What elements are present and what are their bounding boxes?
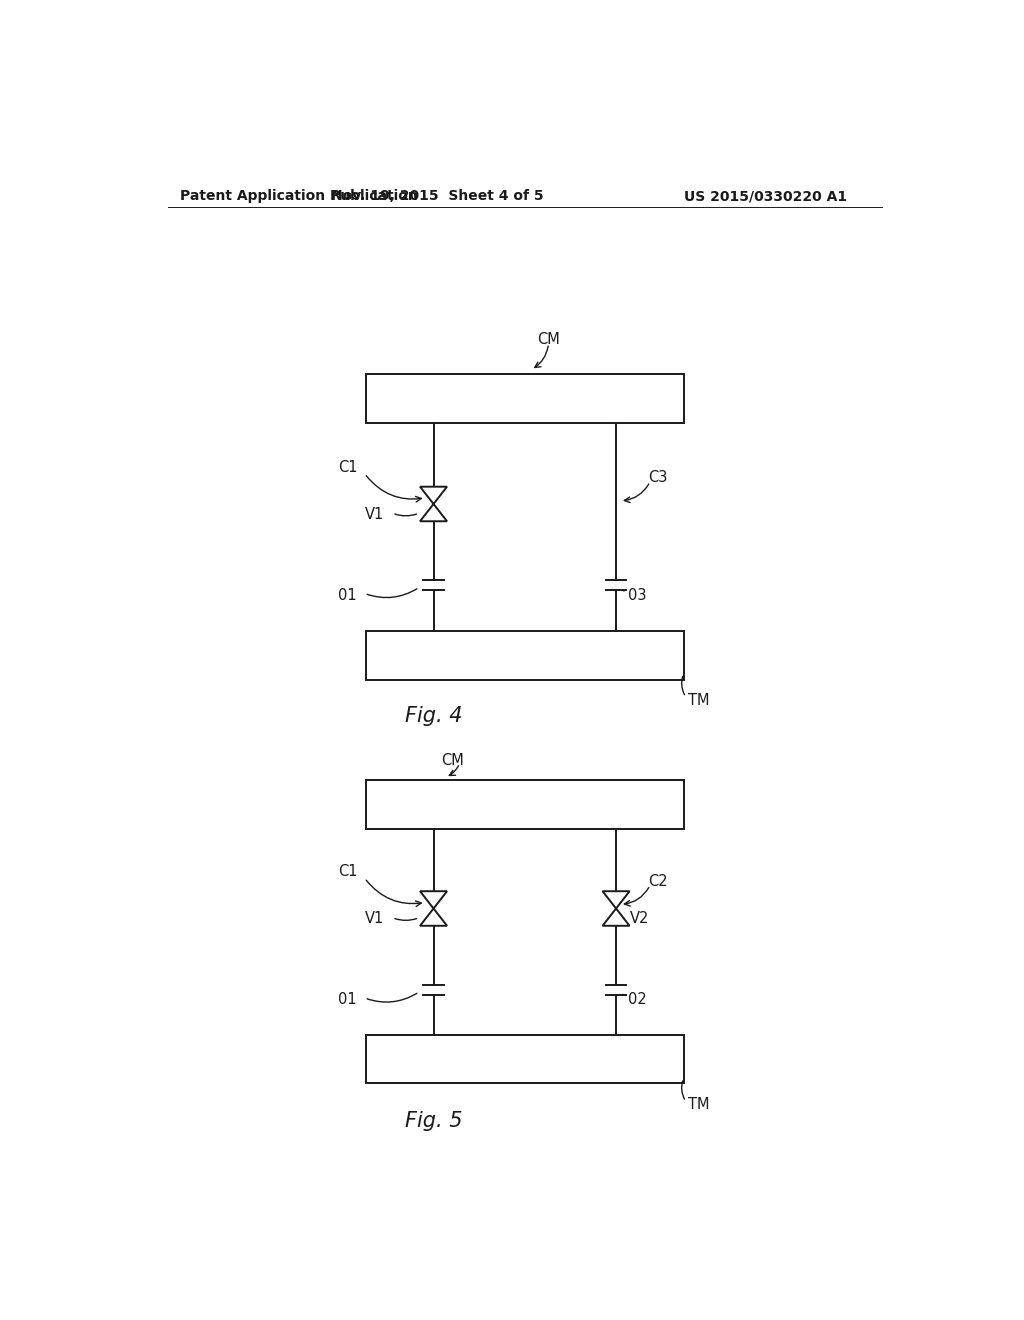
Polygon shape (602, 908, 630, 925)
Text: CM: CM (441, 752, 464, 768)
Text: V1: V1 (365, 507, 384, 521)
Polygon shape (420, 487, 447, 504)
Text: Nov. 19, 2015  Sheet 4 of 5: Nov. 19, 2015 Sheet 4 of 5 (331, 189, 544, 203)
Bar (367, 780, 684, 829)
Text: US 2015/0330220 A1: US 2015/0330220 A1 (684, 189, 847, 203)
Text: 02: 02 (628, 993, 647, 1007)
Bar (367, 374, 684, 422)
Text: TM: TM (688, 1097, 710, 1113)
Text: C3: C3 (648, 470, 668, 484)
Text: Fig. 4: Fig. 4 (404, 706, 462, 726)
Text: C1: C1 (338, 459, 357, 475)
Text: C1: C1 (338, 865, 357, 879)
Polygon shape (420, 908, 447, 925)
Polygon shape (602, 891, 630, 908)
Text: 01: 01 (338, 587, 357, 603)
Polygon shape (420, 891, 447, 908)
Text: Fig. 5: Fig. 5 (404, 1111, 462, 1131)
Text: Patent Application Publication: Patent Application Publication (179, 189, 418, 203)
Text: TM: TM (688, 693, 710, 708)
Text: 01: 01 (338, 993, 357, 1007)
Text: C2: C2 (648, 874, 669, 888)
Text: V2: V2 (630, 911, 649, 927)
Polygon shape (420, 504, 447, 521)
Bar (367, 631, 684, 680)
Text: CM: CM (538, 331, 560, 347)
Bar (367, 1035, 684, 1084)
Text: 03: 03 (628, 587, 646, 603)
Text: V1: V1 (365, 911, 384, 927)
